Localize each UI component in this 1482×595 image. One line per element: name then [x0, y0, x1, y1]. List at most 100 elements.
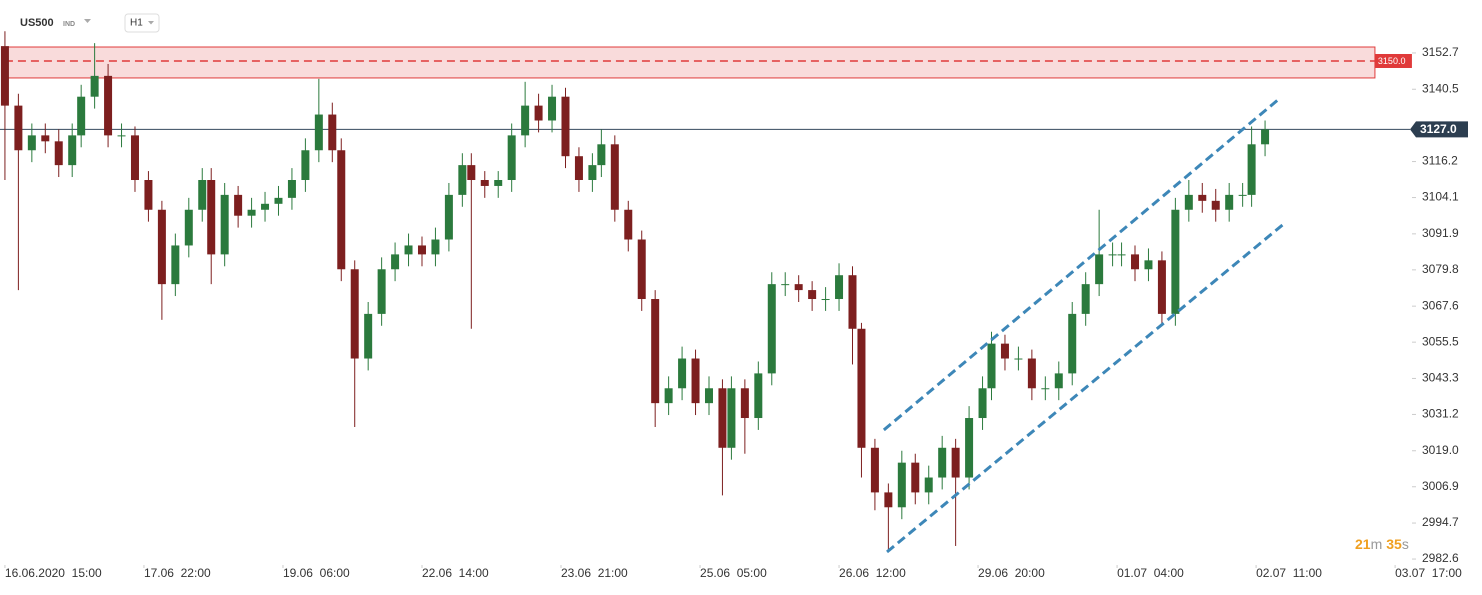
symbol: US500	[20, 17, 54, 29]
candle	[911, 453, 920, 505]
candle-body	[1041, 388, 1050, 390]
candle	[198, 168, 207, 222]
candle-body	[431, 239, 440, 255]
countdown-part: m	[1371, 536, 1383, 552]
candle-body	[821, 299, 830, 301]
countdown-part: 21	[1355, 536, 1371, 552]
candle-body	[467, 165, 476, 181]
candle	[27, 123, 36, 163]
candle-body	[588, 165, 597, 181]
candle-body	[808, 290, 817, 300]
candle	[1131, 245, 1140, 282]
candle	[534, 93, 543, 133]
candle	[0, 31, 9, 181]
candle	[938, 435, 947, 490]
candle	[884, 483, 893, 552]
channel-line	[886, 220, 1288, 554]
candle	[377, 257, 386, 326]
candle-body	[198, 180, 207, 210]
candle	[220, 182, 229, 267]
candle-body	[14, 105, 23, 151]
candle-body	[1117, 254, 1126, 256]
candle	[274, 185, 283, 216]
candle	[561, 87, 570, 169]
y-tick-label: 2982.6	[1422, 551, 1459, 565]
candle-body	[1171, 209, 1180, 314]
candle	[1027, 349, 1036, 401]
candle	[431, 227, 440, 267]
candle	[637, 230, 646, 311]
candle	[171, 233, 180, 297]
last-price-label: 3127.0	[1420, 122, 1457, 136]
candle-body	[1027, 358, 1036, 389]
dropdown-arrow[interactable]	[84, 19, 91, 23]
countdown-part: 35	[1386, 536, 1402, 552]
candle	[597, 129, 606, 178]
candle-body	[637, 239, 646, 300]
candle-body	[911, 462, 920, 493]
candle	[314, 78, 323, 163]
x-tick-label: 03.07 17:00	[1395, 566, 1462, 580]
candle	[207, 168, 216, 285]
candle-body	[718, 388, 727, 448]
candle	[870, 438, 879, 511]
candle-body	[978, 388, 987, 419]
candle-body	[1068, 313, 1077, 374]
candle	[588, 153, 597, 192]
candle-body	[870, 447, 879, 493]
candle-body	[350, 269, 359, 359]
candle-body	[1238, 194, 1247, 196]
candle-body	[704, 388, 713, 404]
candle	[77, 84, 86, 148]
candle-body	[444, 194, 453, 240]
candle	[494, 171, 503, 198]
candle-body	[144, 180, 153, 210]
candle-body	[1211, 200, 1220, 210]
candle	[794, 275, 803, 302]
timeframe: H1	[130, 18, 143, 29]
candle	[391, 242, 400, 282]
candle	[704, 376, 713, 416]
candle	[68, 123, 77, 178]
candle	[678, 346, 687, 401]
candle-body	[835, 275, 844, 300]
candle	[1095, 209, 1104, 297]
candle-body	[574, 156, 583, 181]
candle	[978, 376, 987, 430]
x-tick-label: 23.06 21:00	[561, 566, 628, 580]
candle	[90, 43, 99, 109]
candle	[1238, 182, 1247, 207]
candle	[14, 93, 23, 291]
candle-body	[274, 197, 283, 204]
candle-body	[610, 144, 619, 210]
timeframe-selector[interactable]	[124, 13, 160, 33]
candle	[364, 301, 373, 371]
candle-body	[130, 135, 139, 181]
candle-body	[767, 284, 776, 374]
candle-body	[597, 144, 606, 166]
candle-body	[1184, 194, 1193, 210]
candle	[754, 361, 763, 430]
candle	[247, 197, 256, 228]
candle	[1117, 242, 1126, 267]
candle-body	[157, 209, 166, 285]
resistance-zone	[4, 46, 1376, 79]
candle	[467, 153, 476, 329]
y-tick-label: 3104.1	[1422, 190, 1459, 204]
candle-body	[314, 114, 323, 151]
candle-body	[1157, 260, 1166, 314]
candle	[624, 200, 633, 252]
candle-body	[104, 75, 113, 136]
x-tick-label: 25.06 05:00	[700, 566, 767, 580]
candle-body	[848, 275, 857, 329]
y-tick-label: 3055.5	[1422, 334, 1459, 348]
candle	[261, 191, 270, 222]
candle	[610, 135, 619, 222]
candle-body	[287, 180, 296, 198]
candle-body	[1247, 144, 1256, 195]
candle	[104, 63, 113, 148]
candle	[1225, 182, 1234, 222]
candle	[857, 322, 866, 478]
candle-body	[534, 105, 543, 121]
candle-body	[740, 388, 749, 419]
